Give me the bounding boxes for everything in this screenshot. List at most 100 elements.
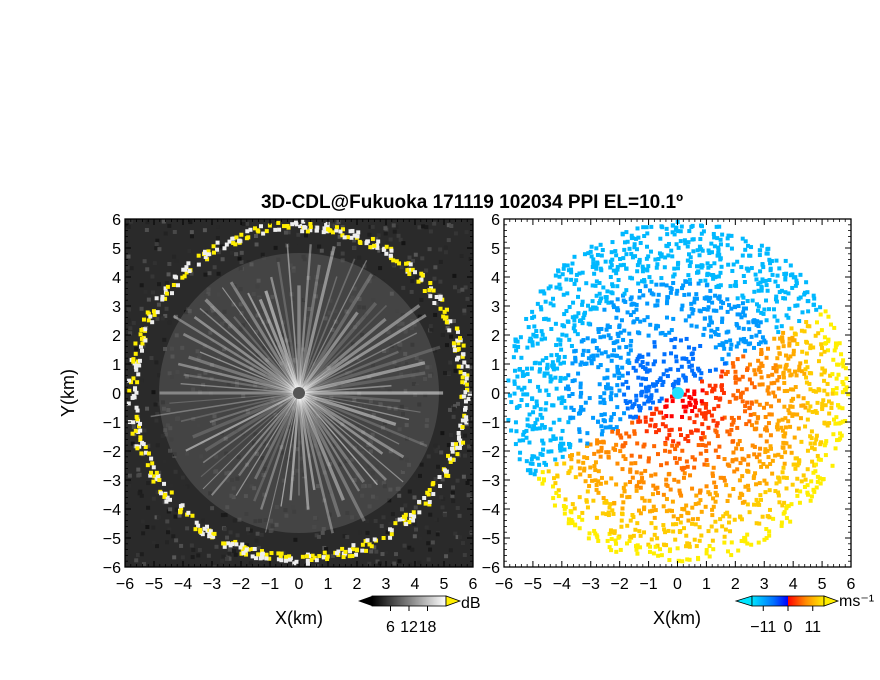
- velocity-cell: [567, 469, 572, 474]
- velocity-cell: [819, 352, 824, 357]
- edge-cell: [441, 314, 446, 319]
- velocity-cell: [647, 275, 652, 280]
- noise-cell: [185, 526, 190, 531]
- velocity-cell: [794, 373, 799, 378]
- velocity-cell: [527, 424, 532, 429]
- velocity-cell: [693, 373, 698, 378]
- velocity-cell: [649, 537, 654, 542]
- x-tick-label: 2: [353, 576, 362, 593]
- velocity-cell: [712, 330, 717, 335]
- velocity-cell: [722, 478, 727, 483]
- ray: [297, 392, 341, 518]
- velocity-cell: [649, 473, 654, 478]
- velocity-cell: [628, 467, 633, 472]
- ray: [297, 317, 387, 395]
- noise-cell: [127, 473, 132, 478]
- velocity-cell: [554, 490, 559, 495]
- velocity-cell: [844, 385, 849, 390]
- noise-cell: [368, 224, 373, 229]
- noise-cell: [255, 531, 260, 536]
- velocity-cell: [553, 321, 558, 326]
- edge-cell: [397, 261, 402, 266]
- noise-cell: [141, 531, 146, 536]
- velocity-cell: [784, 362, 789, 367]
- velocity-cell: [621, 298, 626, 303]
- noise-cell: [180, 475, 185, 480]
- noise-cell: [154, 242, 159, 247]
- velocity-cell: [793, 283, 798, 288]
- velocity-cell: [624, 345, 629, 350]
- edge-cell: [246, 235, 251, 240]
- velocity-cell: [597, 382, 602, 387]
- velocity-cell: [628, 479, 633, 484]
- velocity-cell: [781, 344, 786, 349]
- velocity-cell: [654, 388, 659, 393]
- ray: [298, 392, 378, 486]
- edge-cell: [134, 414, 139, 419]
- velocity-cell: [773, 363, 778, 368]
- edge-cell: [180, 275, 185, 280]
- velocity-cell: [756, 308, 761, 313]
- velocity-cell: [759, 310, 764, 315]
- velocity-cell: [759, 243, 764, 248]
- velocity-cell: [742, 336, 747, 341]
- velocity-cell: [608, 395, 613, 400]
- ray: [298, 391, 405, 459]
- velocity-cell: [769, 381, 774, 386]
- edge-cell: [136, 424, 141, 429]
- velocity-cell: [773, 453, 778, 458]
- velocity-cell: [607, 324, 612, 329]
- velocity-cell: [694, 324, 699, 329]
- edge-cell: [205, 252, 210, 257]
- velocity-cell: [715, 236, 720, 241]
- velocity-cell: [775, 318, 780, 323]
- velocity-cell: [811, 293, 816, 298]
- edge-cell: [196, 253, 201, 258]
- edge-cell: [148, 473, 153, 478]
- velocity-cell: [734, 344, 739, 349]
- velocity-cell: [615, 297, 620, 302]
- velocity-cell: [593, 468, 598, 473]
- ray: [169, 392, 300, 404]
- velocity-cell: [618, 330, 623, 335]
- velocity-cell: [538, 407, 543, 412]
- velocity-cell: [594, 293, 599, 298]
- velocity-cell: [571, 415, 576, 420]
- velocity-cell: [581, 348, 586, 353]
- y-tick-label: 6: [112, 212, 121, 229]
- velocity-cell: [625, 371, 630, 376]
- velocity-cell: [646, 254, 651, 259]
- velocity-cell: [615, 267, 620, 272]
- velocity-cell: [576, 451, 581, 456]
- y-tick-label: 6: [491, 212, 500, 229]
- velocity-cell: [716, 285, 721, 290]
- velocity-cell: [729, 342, 734, 347]
- velocity-cell: [709, 320, 714, 325]
- velocity-cell: [506, 378, 511, 383]
- velocity-cell: [823, 441, 828, 446]
- velocity-cell: [782, 389, 787, 394]
- velocity-cell: [588, 442, 593, 447]
- velocity-cell: [800, 310, 805, 315]
- edge-cell: [464, 376, 469, 381]
- velocity-cell: [704, 295, 709, 300]
- noise-cell: [369, 549, 374, 554]
- edge-cell: [419, 277, 424, 282]
- velocity-cell: [804, 380, 809, 385]
- velocity-cell: [624, 379, 629, 384]
- edge-cell: [438, 297, 443, 302]
- velocity-cell: [696, 443, 701, 448]
- velocity-cell: [809, 429, 814, 434]
- noise-cell: [453, 368, 458, 373]
- velocity-cell: [777, 500, 782, 505]
- velocity-cell: [653, 544, 658, 549]
- edge-cell: [211, 250, 216, 255]
- velocity-cell: [731, 393, 736, 398]
- noise-cell: [172, 254, 177, 259]
- noise-cell: [433, 443, 438, 448]
- edge-cell: [292, 561, 297, 566]
- velocity-cell: [817, 476, 822, 481]
- noise-cell: [134, 346, 139, 351]
- velocity-cell: [538, 305, 543, 310]
- colorbar-tick-label: 18: [419, 619, 437, 636]
